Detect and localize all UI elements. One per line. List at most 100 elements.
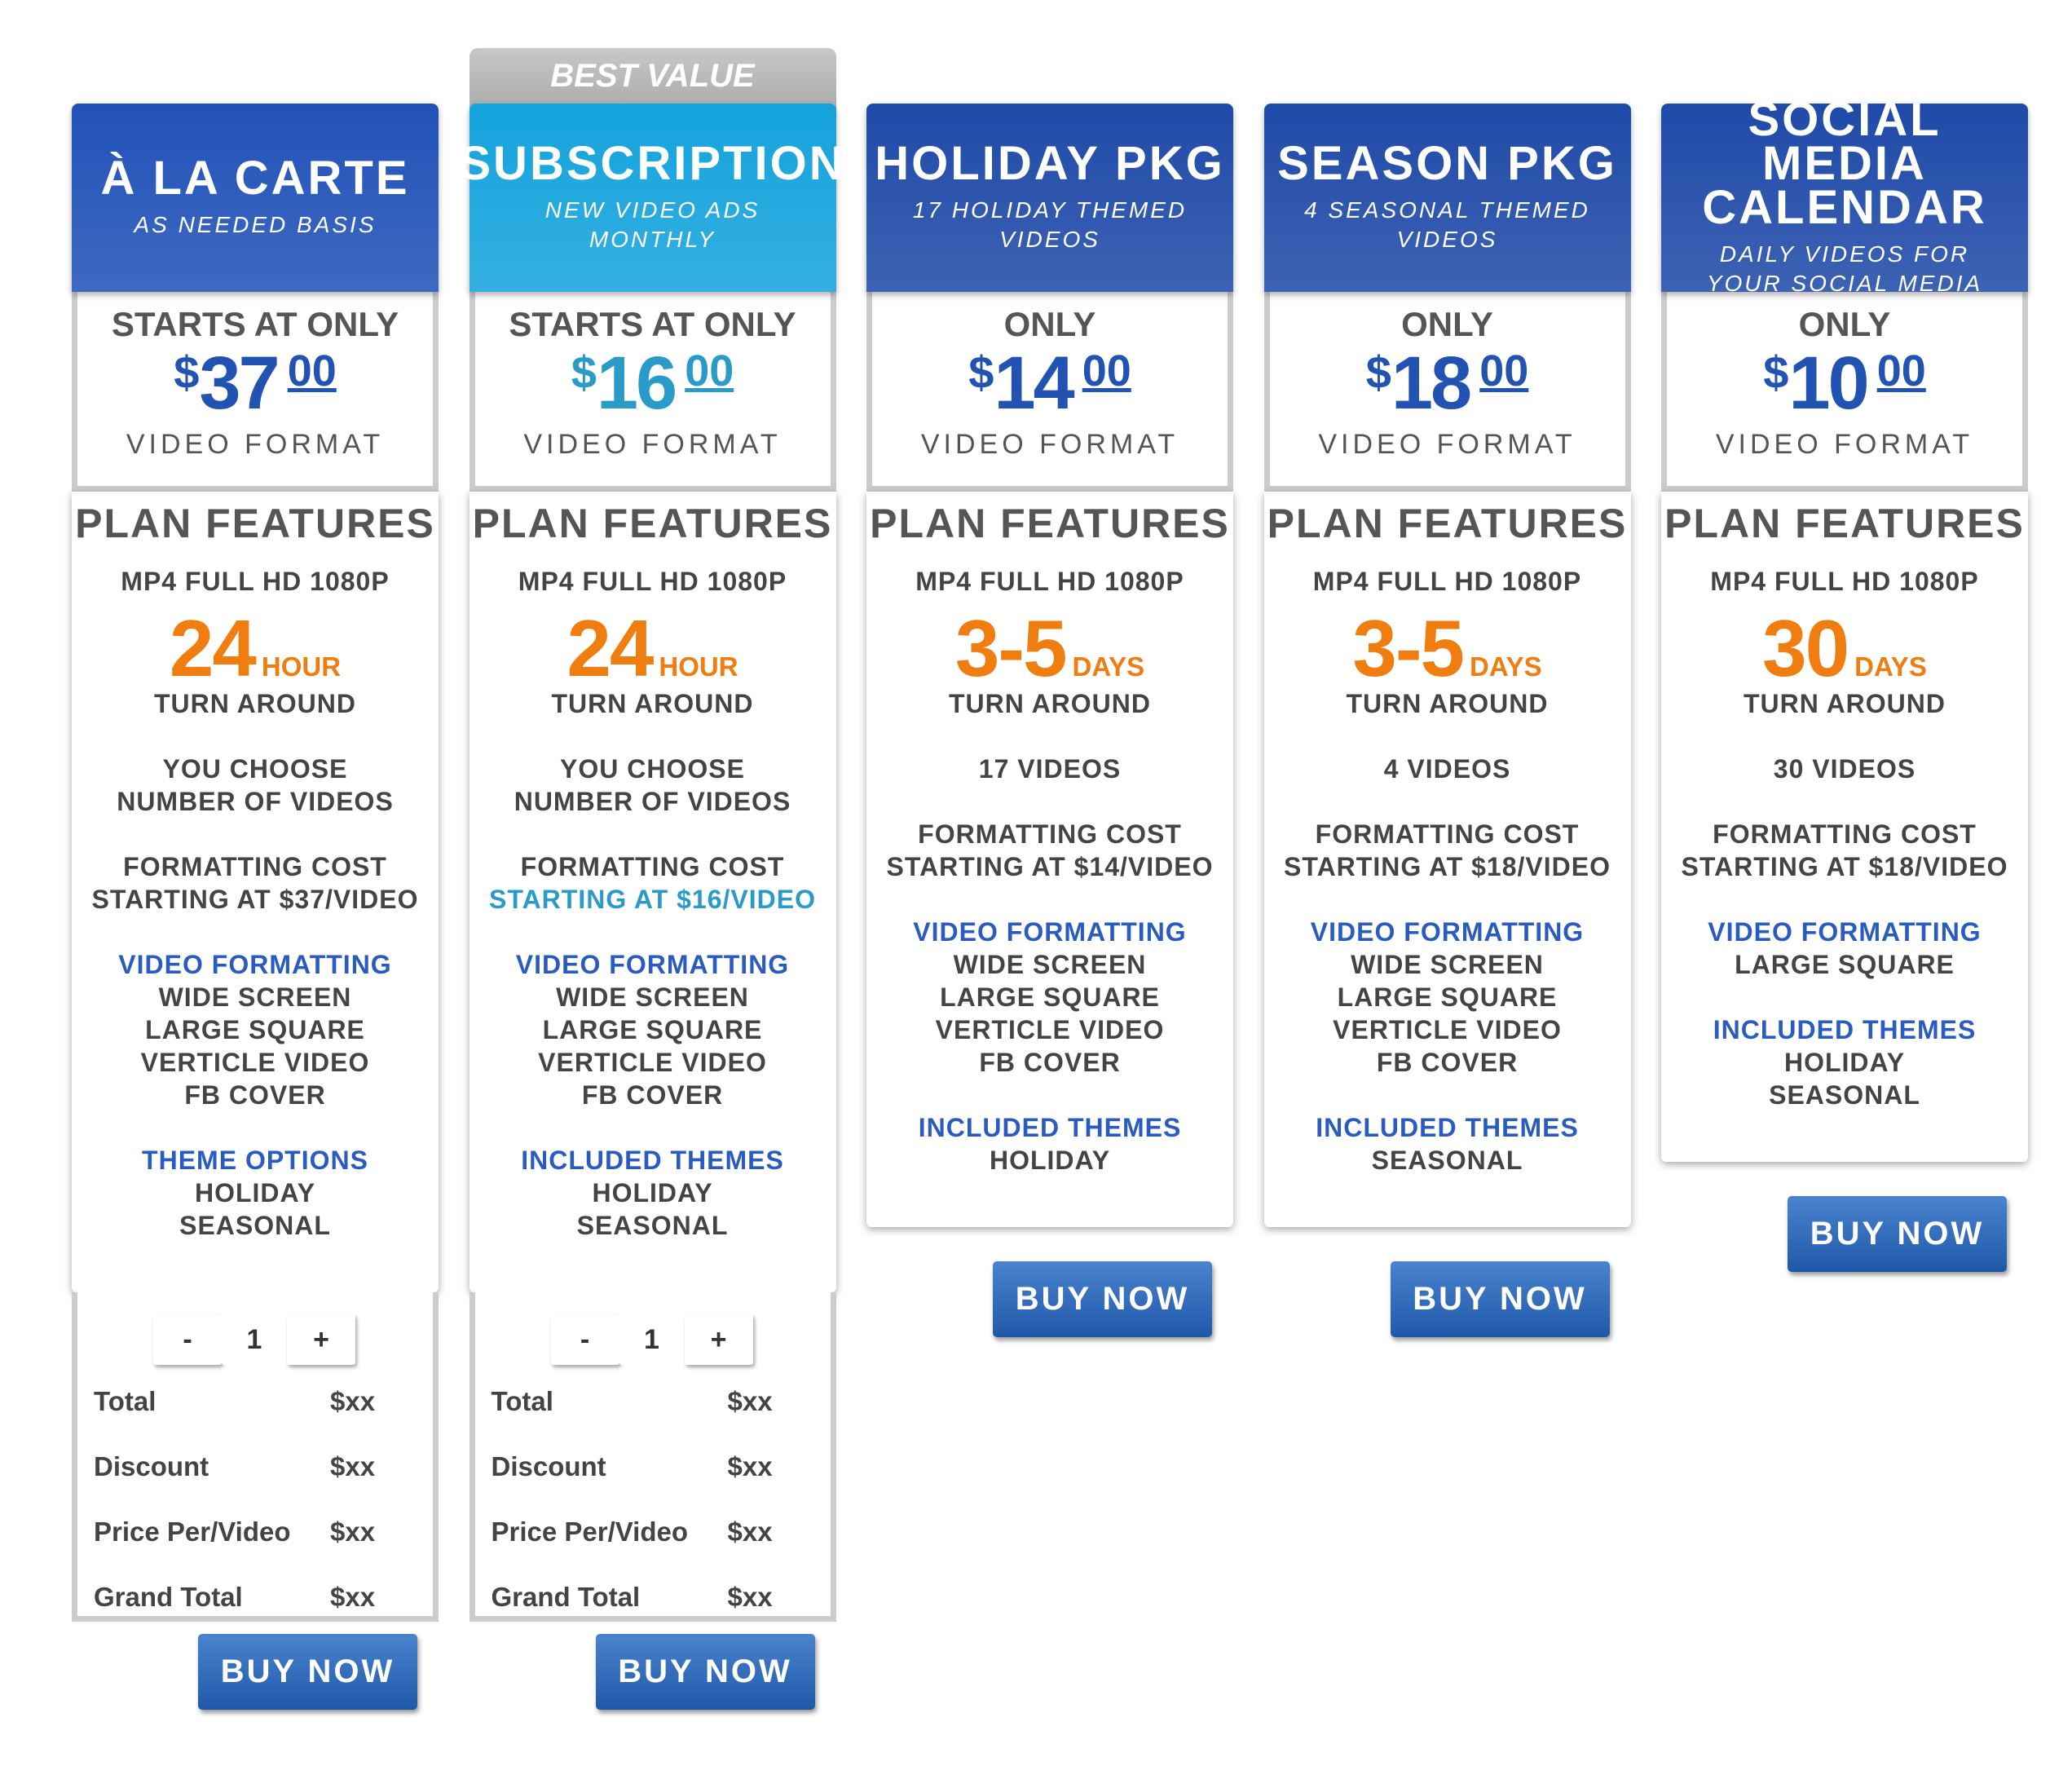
feature-line: FORMATTING COST [918, 819, 1182, 849]
feature-line: LARGE SQUARE [542, 1015, 763, 1044]
quantity-stepper: -1 + [153, 1314, 355, 1368]
feature-line: FORMATTING COST [123, 852, 387, 881]
feature-line: NUMBER OF VIDEOS [117, 787, 394, 816]
summary-row: Total $xx [94, 1386, 375, 1417]
feature-line: YOU CHOOSE [560, 754, 745, 784]
feature-heading: THEME OPTIONS [142, 1146, 368, 1175]
turnaround-number: 24 [566, 603, 654, 693]
feature-line: HOLIDAY [989, 1146, 1111, 1175]
feature-line: FB COVER [1376, 1048, 1519, 1077]
turnaround-number: 24 [169, 603, 257, 693]
feature-line: HOLIDAY [1783, 1048, 1906, 1077]
feature-line: SEASONAL [1371, 1146, 1523, 1175]
summary-row: Grand Total $xx [94, 1582, 375, 1613]
plan-subtitle: 4 SEASONAL THEMED VIDEOS [1304, 196, 1590, 252]
feature-line: HOLIDAY [194, 1178, 316, 1208]
buy-now-button[interactable]: BUY NOW [198, 1634, 417, 1710]
feature-line: VERTICLE VIDEO [1333, 1015, 1562, 1044]
feature-heading: VIDEO FORMATTING [1708, 917, 1982, 947]
price-cents: 00 [1876, 347, 1926, 395]
features: PLAN FEATURES MP4 FULL HD 1080P 3-5 DAYS TUR… [866, 492, 1233, 1227]
turnaround-unit: HOUR [659, 651, 738, 682]
plan-column: BEST VALUE SUBSCRIPTION NEW VIDEO ADS MONT… [459, 48, 844, 1710]
features: PLAN FEATURES MP4 FULL HD 1080P 24 HOUR TURN… [72, 492, 439, 1292]
turnaround-time: 3-5 DAYS [866, 608, 1233, 688]
features: PLAN FEATURES MP4 FULL HD 1080P 24 HOUR TURN… [469, 492, 836, 1292]
turnaround-unit: DAYS [1072, 651, 1145, 682]
feature-line: FB COVER [581, 1080, 724, 1110]
turnaround-label: TURN AROUND [1346, 689, 1549, 718]
turnaround: 24 HOUR TURN AROUND [470, 608, 836, 720]
features-heading: PLAN FEATURES [75, 501, 435, 546]
turnaround-unit: HOUR [261, 651, 342, 682]
plan-subtitle: NEW VIDEO ADS MONTHLY [544, 196, 760, 252]
price-prefix: STARTS AT ONLY [509, 305, 796, 343]
features: PLAN FEATURES MP4 FULL HD 1080P 30 DAYS TURN… [1661, 492, 2028, 1162]
summary-row: Total $xx [492, 1386, 773, 1417]
buy-now-button[interactable]: BUY NOW [595, 1634, 815, 1710]
increment-button[interactable]: + [684, 1314, 753, 1365]
price-cents: 00 [287, 347, 337, 395]
feature-group: 30 VIDEOS [1661, 753, 2028, 785]
format: MP4 FULL HD 1080P [1710, 567, 1979, 596]
increment-button[interactable]: + [287, 1314, 355, 1365]
plan-title: SEASON PKG [1277, 136, 1617, 190]
features-heading: PLAN FEATURES [472, 501, 833, 546]
feature-group: VIDEO FORMATTING LARGE SQUARE [1661, 916, 2028, 981]
summary-label: Discount [94, 1451, 209, 1481]
feature-line: FORMATTING COST [1315, 819, 1580, 849]
plan-title: HOLIDAY PKG [875, 136, 1225, 190]
feature-group: FORMATTING COST STARTING AT $14/VIDEO [866, 818, 1233, 883]
features-heading: PLAN FEATURES [1664, 501, 2025, 546]
decrement-button[interactable]: - [550, 1314, 619, 1365]
plan-column: SEASON PKG 4 SEASONAL THEMED VIDEOS ONLY $1… [1263, 104, 1631, 1337]
price-prefix: ONLY [1798, 305, 1891, 343]
currency: $ [174, 347, 200, 398]
feature-group: YOU CHOOSE NUMBER OF VIDEOS [470, 753, 836, 818]
turnaround-number: 30 [1762, 603, 1849, 693]
feature-line: SEASONAL [576, 1211, 729, 1240]
turnaround: 30 DAYS TURN AROUND [1661, 608, 2028, 720]
summary-value: $xx [330, 1386, 376, 1416]
price-prefix: STARTS AT ONLY [111, 305, 399, 343]
summary-value: $xx [330, 1582, 376, 1612]
summary-label: Price Per/Video [94, 1517, 291, 1547]
price-cents: 00 [685, 347, 734, 395]
turnaround-time: 24 HOUR [72, 608, 439, 688]
price-cents: 00 [1082, 347, 1131, 395]
summary-value: $xx [727, 1386, 773, 1416]
turnaround-time: 3-5 DAYS [1264, 608, 1631, 688]
features-heading: PLAN FEATURES [1267, 501, 1628, 546]
quantity: 1 [222, 1314, 287, 1365]
buy-now-button[interactable]: BUY NOW [1390, 1261, 1610, 1337]
decrement-button[interactable]: - [153, 1314, 222, 1365]
feature-line: WIDE SCREEN [556, 982, 749, 1012]
feature-group: VIDEO FORMATTING WIDE SCREEN LARGE SQUARE V… [72, 948, 439, 1111]
price-box: ONLY $10 00 VIDEO FORMAT [1661, 292, 2028, 492]
summary-label: Price Per/Video [491, 1517, 689, 1547]
feature-line: STARTING AT $16/VIDEO [489, 885, 816, 914]
turnaround: 3-5 DAYS TURN AROUND [866, 608, 1233, 720]
plan-header: SOCIAL MEDIA CALENDAR DAILY VIDEOS FOR YO… [1661, 95, 2028, 296]
feature-group: INCLUDED THEMES HOLIDAY SEASONAL [1661, 1013, 2028, 1111]
feature-line: LARGE SQUARE [940, 982, 1160, 1012]
price-box: STARTS AT ONLY $16 00 VIDEO FORMAT [469, 292, 836, 492]
feature-line: WIDE SCREEN [1351, 950, 1544, 979]
turnaround-label: TURN AROUND [551, 689, 754, 718]
summary-value: $xx [727, 1451, 773, 1481]
price-amount: $18 00 [1270, 341, 1625, 425]
buy-now-button[interactable]: BUY NOW [993, 1261, 1212, 1337]
price-whole: 37 [199, 342, 280, 425]
buy-now-button[interactable]: BUY NOW [1788, 1196, 2007, 1272]
plan-column: HOLIDAY PKG 17 HOLIDAY THEMED VIDEOS ONLY $… [866, 104, 1233, 1337]
feature-group: INCLUDED THEMES HOLIDAY SEASONAL [470, 1144, 836, 1242]
price-amount: $14 00 [872, 341, 1228, 425]
feature-line: 4 VIDEOS [1383, 754, 1511, 784]
feature-group: FORMATTING COST STARTING AT $18/VIDEO [1661, 818, 2028, 883]
price-whole: 14 [994, 342, 1074, 425]
feature-group: INCLUDED THEMES SEASONAL [1264, 1111, 1631, 1177]
feature-line: STARTING AT $18/VIDEO [1284, 852, 1611, 881]
summary-row: Grand Total $xx [492, 1582, 773, 1613]
price-prefix: ONLY [1003, 305, 1096, 343]
feature-line: VERTICLE VIDEO [538, 1048, 767, 1077]
